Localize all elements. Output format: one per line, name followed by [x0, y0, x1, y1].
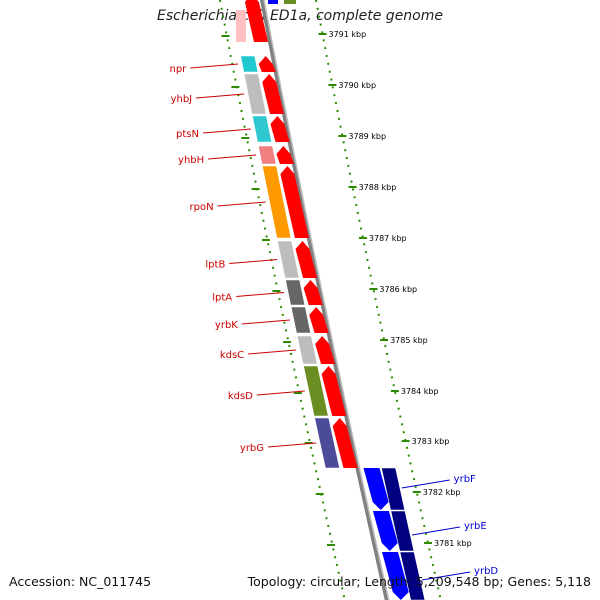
tick-label: 3789 kbp	[348, 132, 386, 141]
tick-label: 3790 kbp	[338, 81, 376, 90]
gene-leader-ptsN	[202, 128, 252, 134]
gene-arrow-rpoN	[280, 166, 309, 238]
accession-label: Accession: NC_011745	[9, 574, 152, 589]
gene-label-kdsD: kdsD	[228, 391, 253, 402]
gene-arrow-npr	[258, 56, 276, 72]
gene-block-yhbH	[258, 145, 277, 165]
gene-arrow-yhbH	[276, 146, 294, 164]
tick-label: 3781 kbp	[434, 539, 472, 548]
gene-leader-yrbG	[268, 442, 317, 448]
gene-arrow-yrbK	[309, 307, 329, 333]
tick-label: 3788 kbp	[359, 183, 397, 192]
gene-block-top	[235, 10, 246, 42]
tick-label: 3787 kbp	[369, 234, 407, 243]
gene-block-top-olive	[284, 0, 296, 4]
gene-block-yrbG	[314, 417, 340, 469]
gene-leader-yrbE	[411, 526, 461, 536]
gene-block-yhbJ	[243, 73, 267, 115]
right-dotted-guide	[315, 0, 442, 600]
gene-label-lptB: lptB	[205, 260, 225, 271]
map-title: Escherichia coli ED1a, complete genome	[157, 8, 443, 24]
gene-block-rpoN	[262, 165, 292, 239]
gene-leader-yrbF	[401, 479, 450, 489]
gene-arrow-kdsD	[321, 366, 347, 416]
gene-label-yrbK: yrbK	[215, 320, 238, 331]
gene-leader-npr	[190, 63, 239, 69]
gene-leader-kdsC	[248, 349, 297, 355]
tick-label: 3791 kbp	[328, 30, 366, 39]
gene-block-yrbD	[399, 551, 426, 600]
tick-label: 3786 kbp	[379, 285, 417, 294]
gene-arrow-top	[244, 0, 268, 42]
gene-label-ptsN: ptsN	[176, 129, 199, 140]
gene-arrow-lptA	[303, 280, 323, 305]
gene-block-lptA	[285, 279, 306, 306]
genome-backbone	[259, 0, 389, 600]
gene-label-lptA: lptA	[212, 293, 232, 304]
gene-arrow-yhbJ	[262, 74, 284, 114]
left-dotted-guide	[219, 0, 346, 600]
gene-leader-yhbH	[208, 154, 257, 160]
gene-block-ptsN	[252, 115, 272, 143]
tick-label: 3784 kbp	[401, 387, 439, 396]
gene-block-kdsD	[303, 365, 329, 417]
gene-label-rpoN: rpoN	[190, 202, 214, 213]
gene-arrow-ptsN	[270, 116, 290, 142]
gene-leader-rpoN	[217, 201, 266, 207]
gene-label-yrbG: yrbG	[240, 443, 264, 454]
gene-label-yrbE: yrbE	[464, 521, 487, 532]
gene-arrow-yrbG	[332, 418, 358, 468]
gene-arrow-kdsC	[315, 336, 336, 364]
gene-leader-yrbK	[241, 319, 290, 325]
gene-label-kdsC: kdsC	[220, 350, 244, 361]
gene-leader-yrbD	[421, 571, 471, 581]
tick-label: 3785 kbp	[390, 336, 428, 345]
gene-arrow-lptB	[295, 241, 318, 278]
gene-block-top-blue	[268, 0, 278, 4]
gene-leader-lptB	[229, 259, 278, 264]
gene-block-yrbK	[290, 306, 311, 334]
gene-label-yhbH: yhbH	[178, 155, 204, 166]
gene-block-lptB	[277, 240, 300, 279]
tick-label: 3783 kbp	[412, 437, 450, 446]
tick-label: 3782 kbp	[423, 488, 461, 497]
topology-label: Topology: circular; Length: 5,209,548 bp…	[247, 574, 591, 589]
gene-leader-yhbJ	[196, 93, 245, 99]
gene-arrow-yrbF	[363, 468, 389, 510]
gene-block-npr	[240, 55, 259, 73]
gene-block-yrbE	[390, 510, 415, 552]
gene-label-yrbD: yrbD	[474, 566, 498, 577]
gene-block-kdsC	[296, 335, 318, 365]
gene-arrow-yrbD	[382, 552, 409, 600]
gene-arrow-yrbE	[372, 511, 398, 551]
gene-leader-lptA	[236, 292, 285, 297]
gene-label-npr: npr	[169, 64, 187, 75]
genome-backbone-highlight	[263, 0, 390, 600]
gene-leader-kdsD	[256, 390, 305, 396]
gene-label-yhbJ: yhbJ	[171, 94, 193, 105]
gene-block-yrbF	[381, 467, 406, 511]
gene-label-yrbF: yrbF	[454, 474, 476, 485]
